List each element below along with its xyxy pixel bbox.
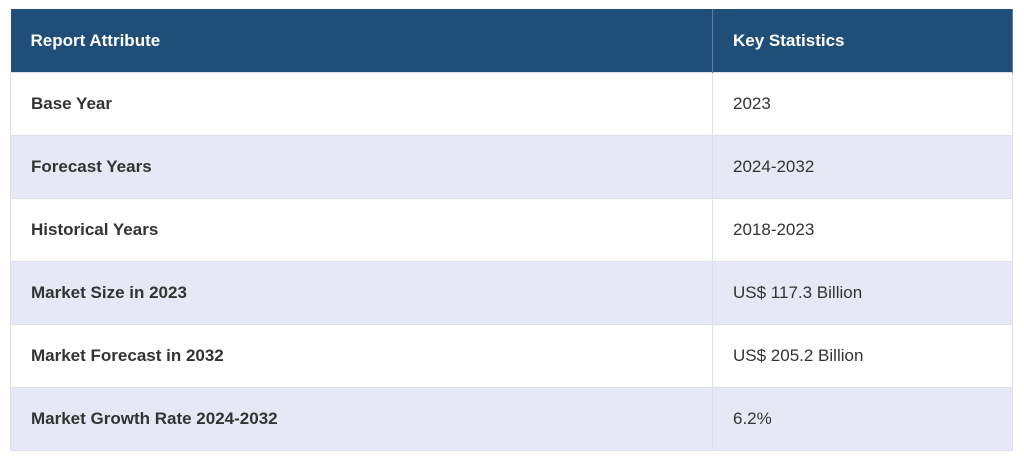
attribute-cell: Historical Years xyxy=(10,198,713,262)
attribute-cell: Forecast Years xyxy=(10,135,713,199)
table-row: Base Year 2023 xyxy=(10,72,1013,136)
attribute-cell: Market Growth Rate 2024-2032 xyxy=(10,387,713,451)
table-row: Market Size in 2023 US$ 117.3 Billion xyxy=(10,261,1013,325)
table-row: Market Forecast in 2032 US$ 205.2 Billion xyxy=(10,324,1013,388)
header-row: Report Attribute Key Statistics xyxy=(10,9,1013,73)
attribute-cell: Market Forecast in 2032 xyxy=(10,324,713,388)
value-cell: 2018-2023 xyxy=(712,198,1013,262)
attribute-cell: Market Size in 2023 xyxy=(10,261,713,325)
value-cell: 2024-2032 xyxy=(712,135,1013,199)
table-row: Market Growth Rate 2024-2032 6.2% xyxy=(10,387,1013,451)
value-cell: 6.2% xyxy=(712,387,1013,451)
table-row: Forecast Years 2024-2032 xyxy=(10,135,1013,199)
value-cell: US$ 205.2 Billion xyxy=(712,324,1013,388)
attribute-cell: Base Year xyxy=(10,72,713,136)
value-cell: 2023 xyxy=(712,72,1013,136)
header-cell: Report Attribute xyxy=(10,9,713,73)
value-cell: US$ 117.3 Billion xyxy=(712,261,1013,325)
stats-table: Report Attribute Key Statistics Base Year… xyxy=(10,9,1013,451)
header-cell: Key Statistics xyxy=(712,9,1013,73)
table-row: Historical Years 2018-2023 xyxy=(10,198,1013,262)
